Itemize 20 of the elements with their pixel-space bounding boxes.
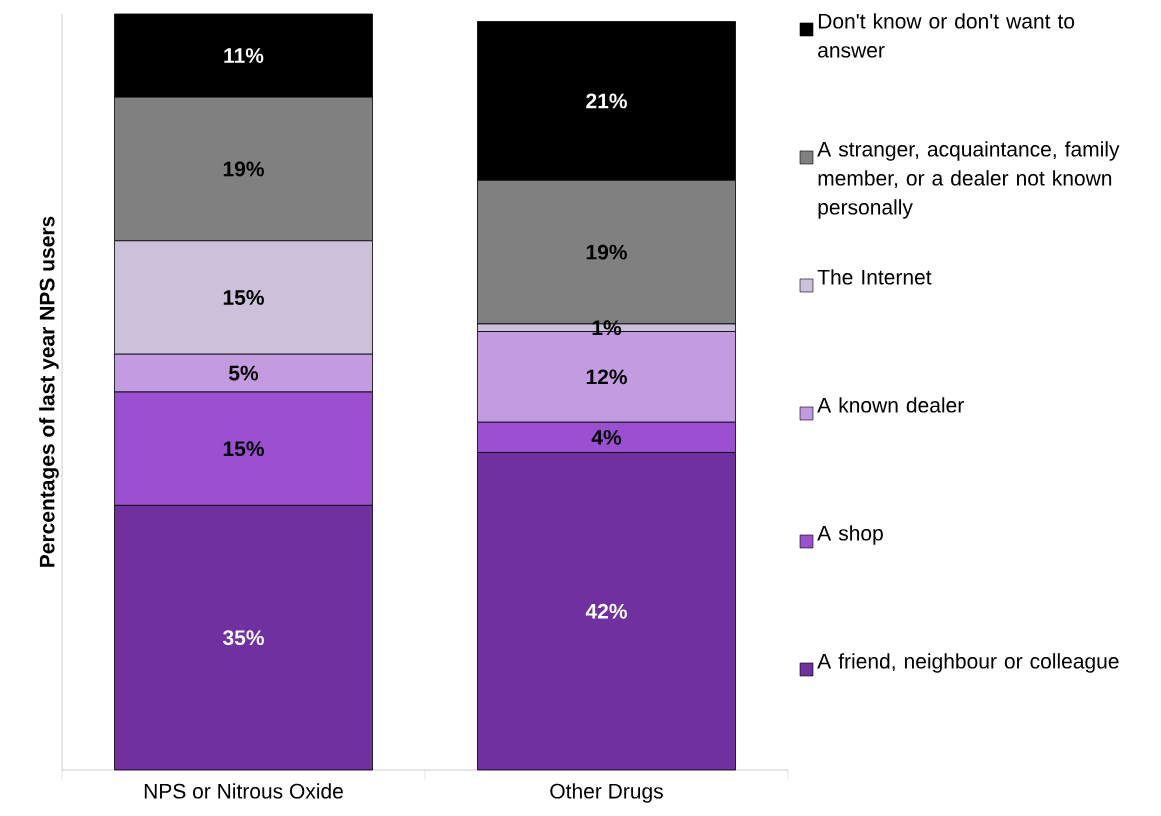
data-label: 42% <box>585 603 627 619</box>
y-axis-title: Percentages of last year NPS users <box>39 216 59 567</box>
legend-label: Don't know or don't want to answer <box>818 13 1075 58</box>
data-label: 21% <box>586 93 627 109</box>
legend-label: A friend, neighbour or colleague <box>817 653 1119 673</box>
data-label: 11% <box>224 48 264 63</box>
x-tick-label: Other Drugs <box>550 783 663 803</box>
x-tick-label: NPS or Nitrous Oxide <box>144 783 343 799</box>
legend-label: A stranger, acquaintance, family member, or a dealer not known personally <box>817 141 1120 219</box>
data-label: 12% <box>586 369 627 385</box>
data-label: 19% <box>586 244 627 260</box>
legend-label: A shop <box>817 525 883 545</box>
data-label: 15% <box>223 441 264 457</box>
data-label: 4% <box>591 429 622 445</box>
legend-label: The Internet <box>817 269 932 285</box>
data-label: 19% <box>223 161 264 177</box>
data-label: 5% <box>228 365 259 381</box>
data-label: 35% <box>222 630 264 646</box>
legend-label: A known dealer <box>817 397 964 413</box>
data-label: 15% <box>223 290 264 305</box>
